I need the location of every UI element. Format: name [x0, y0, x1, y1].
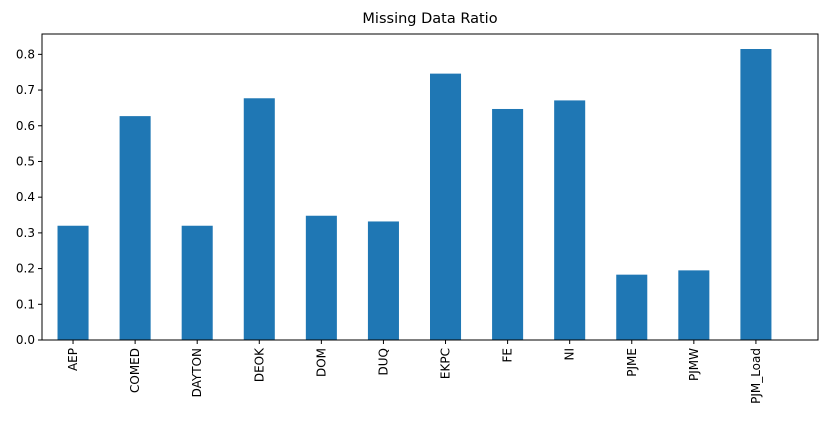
y-axis: 0.0 0.1 0.2 0.3 0.4 0.5 0.6 0.7 0.8: [16, 47, 42, 347]
y-tick-label: 0.2: [16, 262, 35, 276]
chart-title: Missing Data Ratio: [362, 11, 497, 27]
y-tick-label: 0.1: [16, 297, 35, 311]
bar-ni: [554, 100, 586, 340]
plot-frame: [41, 33, 819, 341]
bar-comed: [119, 116, 151, 341]
y-tick-label: 0.6: [16, 119, 35, 133]
y-tick-label: 0.5: [16, 154, 35, 168]
x-tick-label: AEP: [66, 348, 80, 371]
bar-pjme: [616, 274, 648, 340]
bar-ekpc: [430, 73, 462, 340]
x-tick-label: PJM_Load: [749, 348, 763, 404]
x-tick-label: COMED: [128, 348, 142, 393]
bars-group: [57, 49, 772, 341]
x-tick-label: DUQ: [376, 348, 390, 375]
bar-pjmw: [678, 270, 710, 340]
y-tick-label: 0.4: [16, 190, 35, 204]
x-axis: AEP COMED DAYTON DEOK DOM DUQ EKPC FE NI PJME PJMW…: [66, 340, 763, 404]
bar-aep: [57, 225, 89, 340]
x-tick-label: DAYTON: [190, 348, 204, 397]
y-tick-label: 0.0: [16, 333, 35, 347]
bar-fe: [492, 108, 524, 340]
bar-deok: [243, 98, 275, 341]
x-tick-label: FE: [501, 348, 515, 362]
y-tick-label: 0.7: [16, 83, 35, 97]
x-tick-label: PJME: [625, 348, 639, 377]
bar-pjm-load: [740, 49, 772, 340]
y-tick-label: 0.3: [16, 226, 35, 240]
bar-duq: [367, 221, 399, 340]
x-tick-label: PJMW: [687, 348, 701, 381]
x-tick-label: DOM: [314, 348, 328, 377]
bar-dayton: [181, 225, 213, 340]
x-tick-label: DEOK: [252, 347, 266, 382]
x-tick-label: NI: [563, 348, 577, 361]
x-tick-label: EKPC: [439, 348, 453, 379]
y-tick-label: 0.8: [16, 47, 35, 61]
bar-dom: [305, 215, 337, 340]
